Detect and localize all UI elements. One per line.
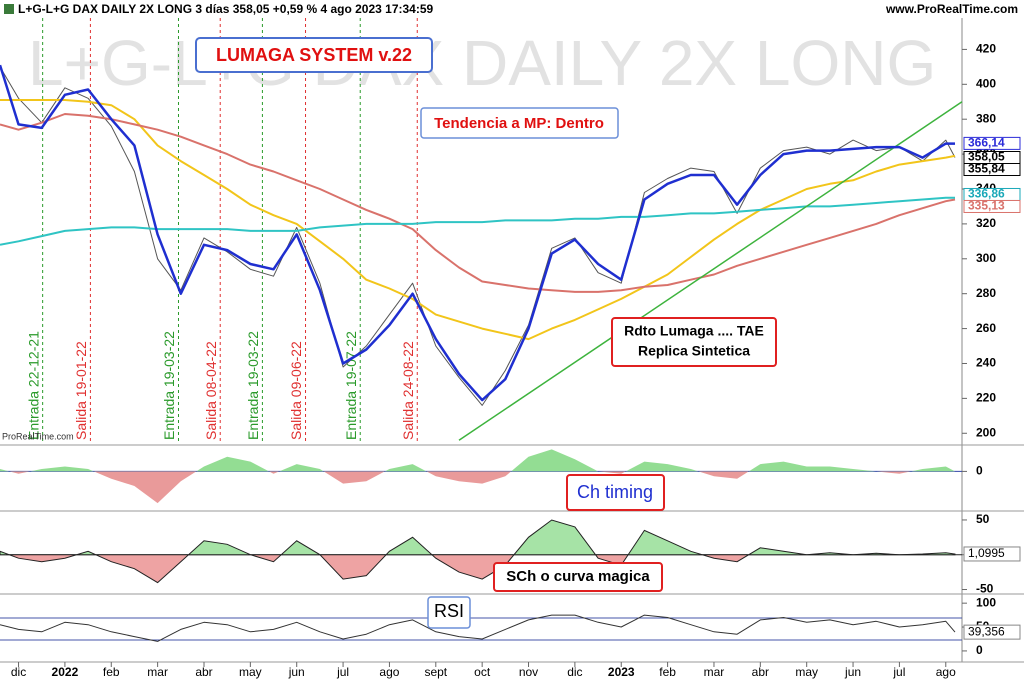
header-bar <box>0 0 1024 18</box>
price-label: 335,13 <box>968 199 1005 213</box>
price-label: 358,05 <box>968 150 1005 164</box>
x-tick-label: abr <box>195 665 212 679</box>
current-value-label: 39,356 <box>968 624 1005 638</box>
x-tick-label: mar <box>704 665 725 679</box>
x-tick-label: ago <box>379 665 399 679</box>
x-tick-label: jul <box>336 665 349 679</box>
price-label: 336,86 <box>968 187 1005 201</box>
y-tick-label: 420 <box>976 42 996 56</box>
x-tick-label: nov <box>519 665 538 679</box>
annotation-box <box>195 37 433 73</box>
x-tick-label: may <box>239 665 262 679</box>
series-line <box>0 99 956 341</box>
signal-label: Salida 19-01-22 <box>73 341 89 440</box>
watermark-layer: L+G-L+G DAX DAILY 2X LONG <box>28 27 936 99</box>
x-tick-label: ago <box>936 665 956 679</box>
y-tick-label: 240 <box>976 356 996 370</box>
annotation-box <box>611 317 777 367</box>
y-tick-label: 280 <box>976 286 996 300</box>
label-layer: 200220240260280300320340360380400420366,… <box>11 42 1021 679</box>
annotation: Ch timing <box>577 482 653 502</box>
y-tick-label: 320 <box>976 216 996 230</box>
annotation: SCh o curva magica <box>506 568 650 585</box>
x-tick-label: may <box>795 665 818 679</box>
x-tick-label: 2022 <box>52 665 79 679</box>
series-line <box>0 614 956 642</box>
x-tick-label: jun <box>844 665 861 679</box>
y-tick-label: 0 <box>976 464 983 478</box>
annotation-box <box>493 562 663 592</box>
x-tick-label: jun <box>288 665 305 679</box>
signal-label: Entrada 19-07-22 <box>343 331 359 440</box>
oscillator-area <box>0 449 955 504</box>
x-tick-label: sept <box>424 665 447 679</box>
x-tick-label: dic <box>567 665 582 679</box>
y-tick-label: 0 <box>976 643 983 657</box>
annotation: Rdto Lumaga .... TAE <box>624 323 764 339</box>
signal-label: Entrada 22-12-21 <box>25 331 41 440</box>
price-label-box <box>963 199 1021 213</box>
plot-layer: Entrada 22-12-21 Salida 19-01-22 Entrada 1… <box>0 18 963 642</box>
current-value-label: 1,0995 <box>968 546 1005 560</box>
source-note: ProRealTime.com <box>2 431 74 441</box>
annotation-box <box>420 107 619 139</box>
annotation: RSI <box>434 601 464 621</box>
current-value-box <box>963 546 1021 562</box>
signal-label: Salida 24-08-22 <box>400 341 416 440</box>
y-tick-label: 260 <box>976 321 996 335</box>
signal-label: Entrada 19-03-22 <box>245 331 261 440</box>
x-tick-label: abr <box>752 665 769 679</box>
price-label-box <box>963 136 1021 150</box>
y-tick-label: 380 <box>976 111 996 125</box>
series-line <box>0 66 956 406</box>
annotation-box <box>427 596 471 629</box>
price-label: 366,14 <box>968 136 1005 150</box>
y-tick-label: 50 <box>976 512 990 526</box>
x-tick-label: feb <box>659 665 676 679</box>
annotation: Replica Sintetica <box>638 343 750 359</box>
signal-label: Entrada 19-03-22 <box>161 331 177 440</box>
y-tick-label: 220 <box>976 391 996 405</box>
annotation: Tendencia a MP: Dentro <box>434 115 604 132</box>
x-tick-label: feb <box>103 665 120 679</box>
x-tick-label: oct <box>474 665 491 679</box>
header-icon <box>4 4 14 14</box>
header-title: L+G-L+G DAX DAILY 2X LONG 3 días 358,05 … <box>18 2 434 16</box>
series-line <box>0 64 955 402</box>
y-tick-label: 400 <box>976 76 996 90</box>
signal-label: Salida 08-04-22 <box>203 341 219 440</box>
y-tick-label: 300 <box>976 251 996 265</box>
annotation: LUMAGA SYSTEM v.22 <box>216 45 412 65</box>
current-value-box <box>963 624 1021 640</box>
series-line <box>458 101 963 441</box>
watermark: L+G-L+G DAX DAILY 2X LONG <box>28 27 936 99</box>
price-label-box <box>963 163 1021 177</box>
x-tick-label: dic <box>11 665 26 679</box>
y-tick-label: 200 <box>976 425 996 439</box>
header-site: www.ProRealTime.com <box>885 2 1018 16</box>
x-tick-label: jul <box>892 665 905 679</box>
x-tick-label: 2023 <box>608 665 635 679</box>
price-label: 355,84 <box>968 162 1005 176</box>
signal-label: Salida 09-06-22 <box>288 341 304 440</box>
y-tick-label: 100 <box>976 595 996 609</box>
x-tick-label: mar <box>147 665 168 679</box>
y-tick-label: -50 <box>976 582 994 596</box>
series-line <box>0 113 956 293</box>
annotation-box <box>566 474 665 511</box>
